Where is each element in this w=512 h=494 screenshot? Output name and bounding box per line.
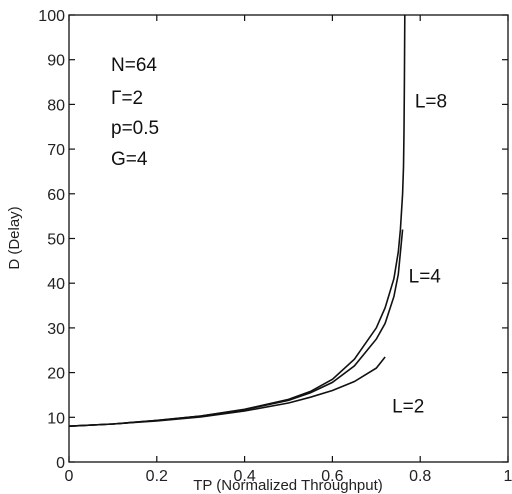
y-tick-label: 80: [47, 97, 65, 114]
y-tick-label: 40: [47, 276, 65, 293]
series-line-l-2: [68, 356, 386, 427]
y-tick-label: 100: [38, 8, 65, 25]
y-tick-label: 10: [47, 410, 65, 427]
y-axis-label: D (Delay): [6, 206, 23, 269]
x-tick-label: 0.4: [233, 468, 255, 485]
annotation-g: G=4: [111, 149, 148, 170]
series-label-l-8: L=8: [415, 91, 447, 112]
series-line-l-4: [68, 229, 404, 427]
x-tick-label: 0.8: [409, 468, 431, 485]
x-axis-label: TP (Normalized Throughput): [193, 477, 383, 494]
x-tick-label: 0: [65, 468, 74, 485]
y-tick-label: 0: [56, 455, 65, 472]
series-curves: [68, 14, 406, 427]
y-tick-label: 90: [47, 53, 65, 70]
y-tick-label: 20: [47, 366, 65, 383]
annotation-p: p=0.5: [111, 118, 159, 139]
y-tick-label: 60: [47, 187, 65, 204]
series-line-l-8: [68, 14, 406, 427]
series-label-l-4: L=4: [409, 266, 442, 287]
y-tick-label: 50: [47, 232, 65, 249]
plot-frame: [68, 14, 509, 463]
annotation-n: N=64: [111, 55, 157, 76]
series-label-l-2: L=2: [392, 396, 424, 417]
x-tick-label: 0.6: [321, 468, 343, 485]
y-axis-ticks: 0 10 20 30 40 50 60 70 80 90 100: [38, 8, 508, 472]
series-labels: L=8 L=4 L=2: [392, 91, 447, 417]
x-axis-ticks: 0 0.2 0.4 0.6 0.8 1: [65, 15, 512, 485]
annotation-gamma: Γ=2: [111, 88, 143, 109]
y-tick-label: 70: [47, 142, 65, 159]
y-tick-label: 30: [47, 321, 65, 338]
x-tick-label: 1: [504, 468, 512, 485]
x-tick-label: 0.2: [146, 468, 168, 485]
